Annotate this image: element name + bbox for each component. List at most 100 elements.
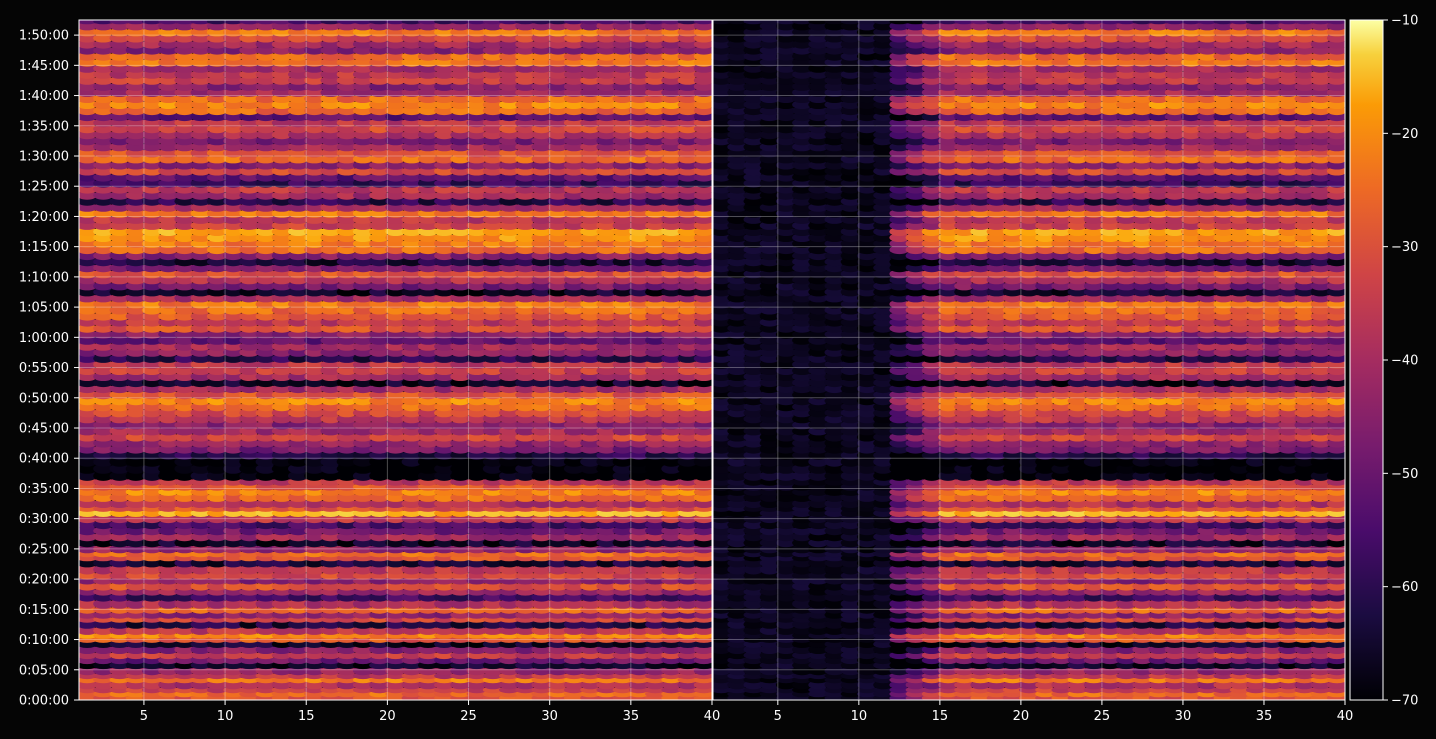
heatmap-cell [320,408,341,418]
heatmap-cell [93,499,114,508]
heatmap-cell [515,463,536,474]
heatmap-cell [125,408,146,418]
heatmap-cell [580,444,601,454]
heatmap-cell [206,626,228,635]
heatmap-cell [450,444,471,454]
heatmap-cell [93,626,114,635]
heatmap-cell [109,470,130,481]
heatmap-cell [466,463,487,474]
heatmap-cell [482,626,503,635]
heatmap-cell [369,514,390,524]
heatmap-cell [206,526,228,536]
heatmap-cell [531,456,552,467]
heatmap-cell [223,626,244,635]
heatmap-cell [109,444,130,454]
heatmap-cell [645,463,666,474]
heatmap-cell [434,432,455,442]
heatmap-cell [661,470,682,481]
heatmap-cell [141,444,163,454]
heatmap-cell [417,470,439,481]
heatmap-cell [320,456,341,467]
heatmap-cell [596,514,617,524]
heatmap-cell [190,666,211,676]
heatmap-cell [466,499,487,508]
heatmap-cell [596,463,617,474]
heatmap-cell [515,390,536,400]
heatmap-cell [125,526,146,536]
heatmap-cell [596,526,617,536]
heatmap-cell [255,564,276,575]
heatmap-cell [401,390,422,400]
heatmap-cell [401,581,422,591]
heatmap-cell [320,444,341,454]
heatmap-cell [239,598,260,609]
heatmap-cell [482,581,503,591]
heatmap-cell [206,666,228,676]
heatmap-cell [401,499,422,508]
heatmap-cell [223,581,244,591]
heatmap-cell [206,420,228,430]
heatmap-cell [141,564,163,575]
heatmap-cell [580,456,601,467]
heatmap-cell [531,420,552,430]
heatmap-cell [580,432,601,442]
heatmap-cell [206,470,228,481]
heatmap-cell [190,581,211,591]
heatmap-cell [596,626,617,635]
heatmap-cell [271,470,292,481]
heatmap-cell [466,432,487,442]
heatmap-cell [158,470,179,481]
heatmap-cell [580,626,601,635]
heatmap-cell [677,444,698,454]
heatmap-cell [369,408,390,418]
heatmap-cell [515,598,536,609]
heatmap-cell [434,514,455,524]
heatmap-cell [628,463,650,474]
heatmap-cell [596,444,617,454]
heatmap-cell [645,408,666,418]
heatmap-cell [661,420,682,430]
heatmap-cell [580,463,601,474]
heatmap-cell [320,514,341,524]
heatmap-cell [547,544,568,554]
heatmap-cell [466,666,487,676]
heatmap-cell [515,470,536,481]
heatmap-cell [417,581,439,591]
heatmap-cell [466,564,487,575]
heatmap-cell [531,564,552,575]
heatmap-cell [320,432,341,442]
heatmap-cell [239,408,260,418]
heatmap-cell [352,564,374,575]
heatmap-cell [628,564,650,575]
heatmap-cell [385,444,406,454]
heatmap-cell [369,444,390,454]
heatmap-cell [174,408,195,418]
heatmap-cell [401,444,422,454]
heatmap-cell [482,666,503,676]
heatmap-cell [141,544,163,554]
heatmap-cell [434,444,455,454]
heatmap-cell [93,666,114,676]
heatmap-cell [434,564,455,575]
heatmap-cell [369,564,390,575]
heatmap-cell [482,526,503,536]
heatmap-cell [352,544,374,554]
heatmap-cell [255,514,276,524]
heatmap-cell [255,420,276,430]
heatmap-cell [320,564,341,575]
heatmap-cell [645,526,666,536]
heatmap-cell [466,408,487,418]
heatmap-cell [352,444,374,454]
heatmap-cell [466,544,487,554]
heatmap-cell [515,666,536,676]
heatmap-cell [369,598,390,609]
heatmap-cell [450,514,471,524]
heatmap-cell [628,581,650,591]
heatmap-cell [239,444,260,454]
heatmap-cell [612,408,633,418]
heatmap-cell [466,456,487,467]
heatmap-cell [661,564,682,575]
heatmap-cell [352,666,374,676]
heatmap-cell [677,470,698,481]
